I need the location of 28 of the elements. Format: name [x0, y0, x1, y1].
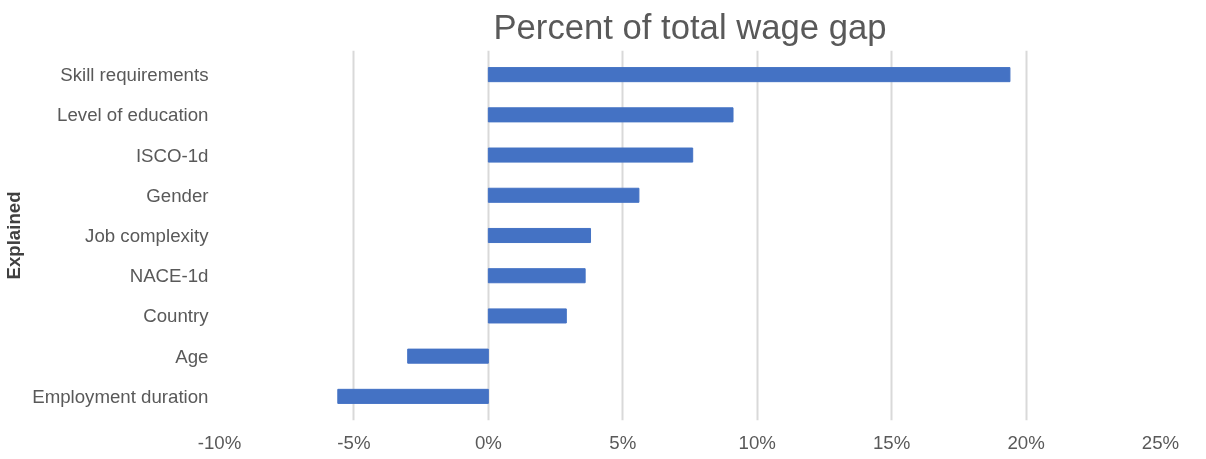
x-tick-label: 25% — [1141, 431, 1180, 453]
x-tick-label: -5% — [337, 431, 371, 453]
bar — [337, 388, 489, 404]
y-tick-label: Gender — [146, 184, 209, 206]
x-tick-label: 0% — [474, 431, 502, 453]
bar — [487, 107, 734, 123]
y-tick-label: Age — [175, 345, 209, 367]
x-tick-label: 15% — [872, 431, 911, 453]
bar — [487, 147, 694, 163]
y-axis-title: Explained — [3, 191, 25, 280]
x-tick-label: -10% — [197, 431, 242, 453]
bar — [407, 348, 489, 364]
y-tick-label: ISCO-1d — [135, 144, 209, 166]
y-tick-label: Level of education — [57, 104, 209, 126]
x-tick-label: 5% — [609, 431, 637, 453]
x-tick-label: 20% — [1007, 431, 1045, 453]
y-tick-label: NACE-1d — [129, 265, 209, 287]
bar — [487, 268, 586, 284]
bar — [487, 67, 1011, 83]
y-tick-label: Country — [143, 305, 210, 327]
y-tick-label: Skill requirements — [60, 64, 209, 86]
chart-title: Percent of total wage gap — [493, 7, 887, 46]
bar — [487, 187, 640, 203]
y-tick-label: Job complexity — [85, 225, 210, 246]
y-tick-label: Employment duration — [32, 385, 209, 407]
x-tick-label: 10% — [738, 431, 776, 453]
bar — [487, 227, 592, 244]
bar — [487, 308, 567, 324]
